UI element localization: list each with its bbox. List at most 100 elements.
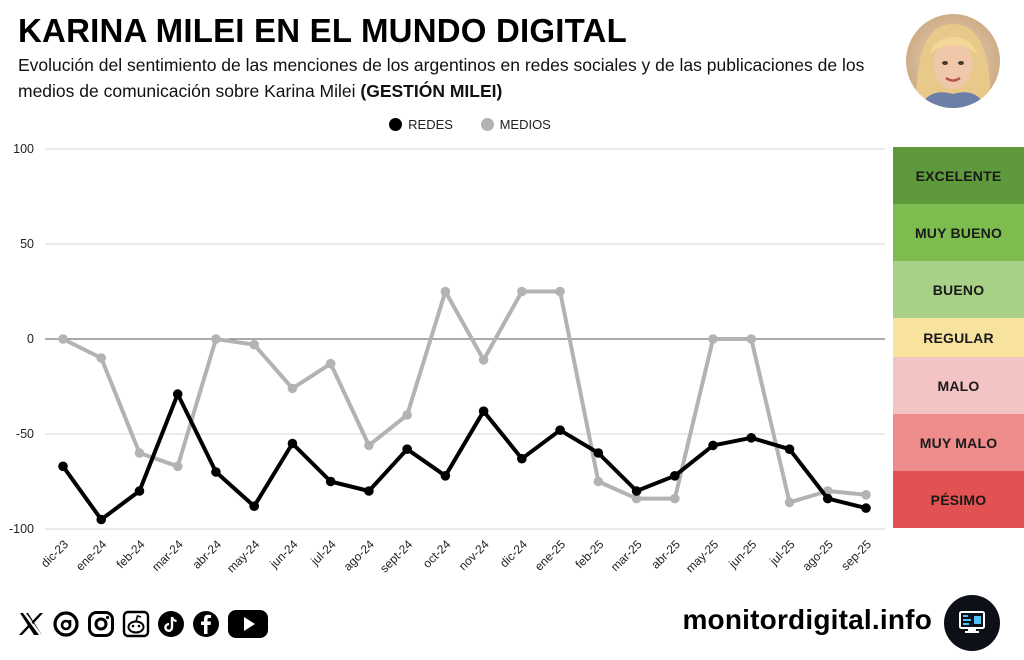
data-point-redes <box>58 461 68 472</box>
data-point-redes <box>211 467 221 477</box>
data-point-redes <box>402 444 412 455</box>
x-tick-label: abr-24 <box>190 537 225 572</box>
data-point-medios <box>631 493 642 504</box>
social-icons <box>16 608 270 640</box>
data-point-medios <box>211 334 221 344</box>
threads-icon[interactable] <box>51 609 81 639</box>
data-point-medios <box>517 286 527 297</box>
data-point-redes <box>172 389 183 399</box>
x-tick-label: jul-25 <box>766 537 798 569</box>
data-point-redes <box>478 406 489 417</box>
x-tick-label: jun-24 <box>266 537 300 571</box>
scale-band-excelente: EXCELENTE <box>893 147 1024 204</box>
subtitle-bold: (GESTIÓN MILEI) <box>360 81 503 101</box>
legend-swatch-redes <box>389 118 403 131</box>
data-point-medios <box>478 355 489 365</box>
data-point-medios <box>746 334 757 344</box>
scale-band-malo: MALO <box>893 357 1024 414</box>
legend-item-medios: MEDIOS <box>480 117 551 132</box>
site-url[interactable]: monitordigital.info <box>682 604 932 635</box>
x-tick-label: ago-25 <box>800 537 837 574</box>
data-point-redes <box>784 444 795 455</box>
x-tick-label: mar-24 <box>149 537 186 574</box>
x-tick-label: abr-25 <box>649 537 684 572</box>
x-tick-label: dic-24 <box>497 537 530 570</box>
series-line-redes <box>61 392 868 522</box>
data-point-medios <box>670 493 680 504</box>
data-point-medios <box>58 334 68 344</box>
data-point-redes <box>287 438 298 449</box>
data-point-medios <box>96 353 107 363</box>
data-point-medios <box>364 440 374 451</box>
x-tick-label: ene-24 <box>73 537 110 574</box>
data-point-medios <box>172 461 183 472</box>
page-subtitle: Evolución del sentimiento de las mencion… <box>18 52 888 104</box>
data-point-medios <box>402 410 412 420</box>
subtitle-text: Evolución del sentimiento de las mencion… <box>18 55 865 101</box>
series-line-medios <box>61 289 868 505</box>
avatar <box>906 14 1000 108</box>
sentiment-scale: EXCELENTE MUY BUENO BUENO REGULAR MALO MUY MA… <box>893 147 1024 528</box>
data-point-redes <box>861 503 871 513</box>
woman-portrait-icon <box>906 14 1000 108</box>
data-point-redes <box>134 486 145 496</box>
x-tick-label: feb-25 <box>572 537 606 571</box>
scale-band-muy-malo: MUY MALO <box>893 414 1024 471</box>
scale-band-regular: REGULAR <box>893 318 1024 357</box>
data-point-medios <box>555 286 565 297</box>
x-tick-label: dic-23 <box>38 537 71 570</box>
x-tick-label: oct-24 <box>420 537 454 571</box>
legend-label-redes: REDES <box>408 117 453 132</box>
scale-band-bueno: BUENO <box>893 261 1024 318</box>
x-tick-label: ago-24 <box>341 537 378 574</box>
data-point-redes <box>325 476 336 487</box>
data-point-medios <box>134 448 145 458</box>
tiktok-icon[interactable] <box>156 609 186 639</box>
scale-band-pésimo: PÉSIMO <box>893 471 1024 528</box>
data-point-redes <box>670 471 680 481</box>
data-point-redes <box>708 440 718 451</box>
monitor-logo-icon[interactable] <box>944 595 1000 651</box>
y-tick-label: -50 <box>16 427 34 441</box>
x-tick-label: sep-25 <box>838 537 874 573</box>
x-tick-label: may-25 <box>683 537 721 575</box>
instagram-icon[interactable] <box>86 609 116 639</box>
x-tick-label: ene-25 <box>532 537 569 574</box>
y-tick-label: -100 <box>9 522 34 536</box>
facebook-icon[interactable] <box>191 609 221 639</box>
x-tick-label: feb-24 <box>114 537 148 571</box>
data-point-medios <box>784 497 795 508</box>
legend-label-medios: MEDIOS <box>499 117 551 132</box>
data-point-redes <box>96 514 107 525</box>
data-point-redes <box>555 425 565 436</box>
data-point-medios <box>440 286 451 297</box>
y-tick-label: 0 <box>27 332 34 346</box>
scale-band-muy-bueno: MUY BUENO <box>893 204 1024 261</box>
data-point-redes <box>593 448 604 458</box>
page-title: KARINA MILEI EN EL MUNDO DIGITAL <box>18 12 627 49</box>
reddit-icon[interactable] <box>121 609 151 639</box>
legend-swatch-medios <box>480 118 494 131</box>
x-tick-label: may-24 <box>224 537 262 575</box>
x-icon[interactable] <box>16 609 46 639</box>
data-point-redes <box>364 486 374 496</box>
data-point-medios <box>593 476 604 487</box>
data-point-medios <box>325 358 336 369</box>
data-point-redes <box>746 433 757 443</box>
x-tick-label: nov-24 <box>456 537 492 573</box>
data-point-redes <box>440 471 451 481</box>
data-point-medios <box>287 383 298 394</box>
data-point-redes <box>249 501 259 512</box>
data-point-medios <box>861 490 871 500</box>
y-tick-label: 100 <box>13 142 34 156</box>
data-point-medios <box>708 334 718 344</box>
youtube-icon[interactable] <box>226 609 270 639</box>
data-point-redes <box>517 453 527 464</box>
legend-item-redes: REDES <box>389 117 453 132</box>
data-point-medios <box>249 339 259 350</box>
x-tick-label: mar-25 <box>608 537 645 574</box>
chart-legend: REDES MEDIOS <box>0 117 940 134</box>
x-tick-label: jun-25 <box>725 537 759 571</box>
data-point-redes <box>631 486 642 496</box>
